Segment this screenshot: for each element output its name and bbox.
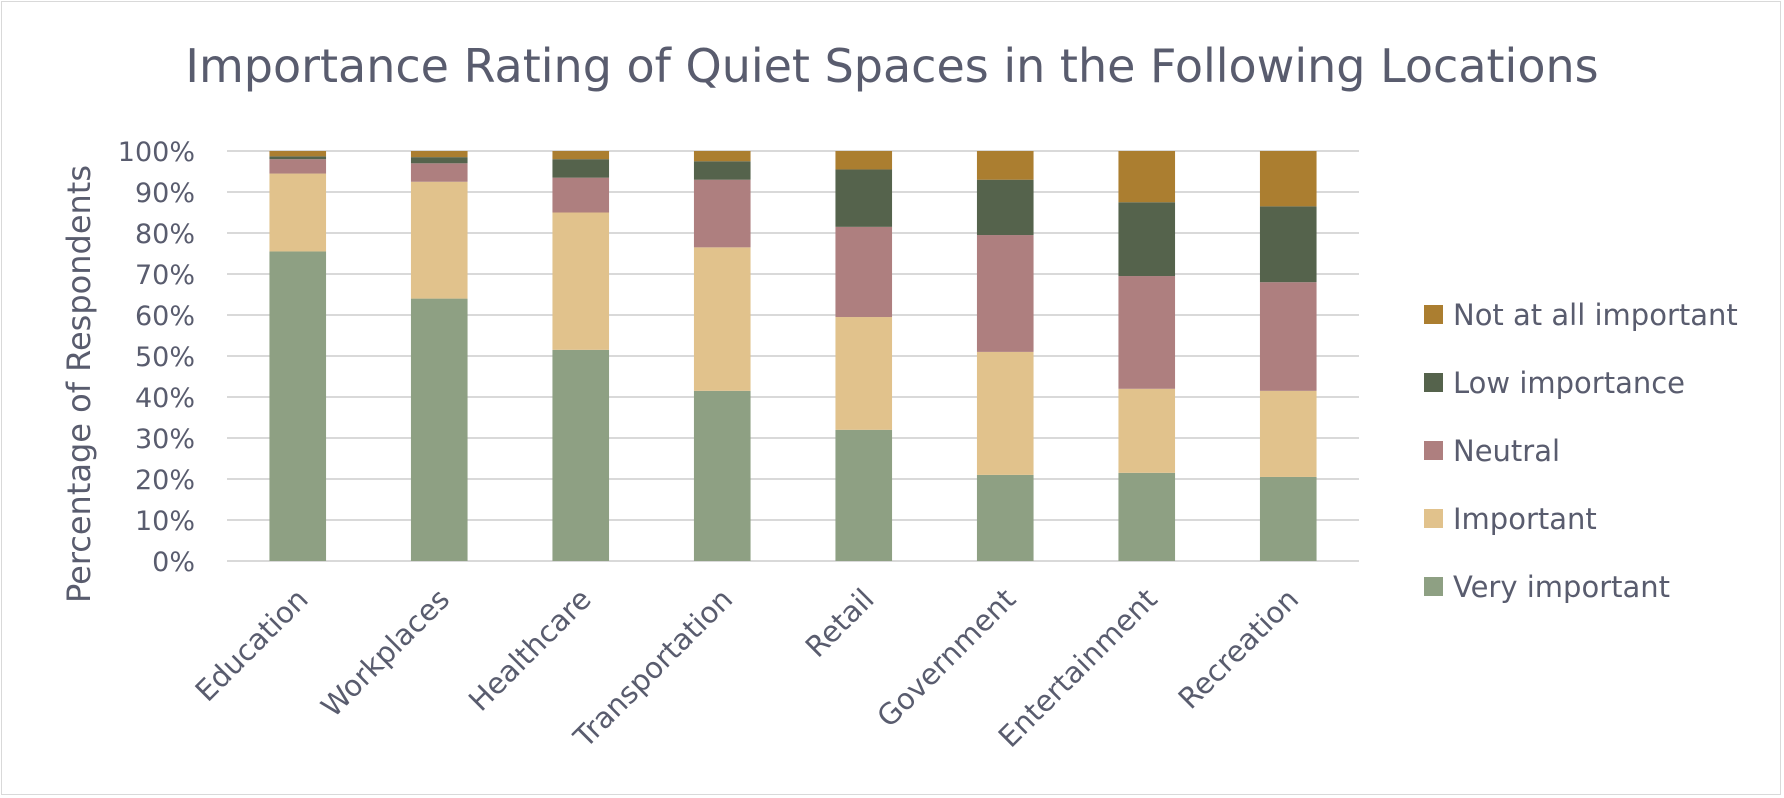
bar-segment	[693, 161, 751, 180]
bar-segment	[1259, 206, 1317, 283]
bar-segment	[552, 177, 610, 213]
bar-segment	[410, 163, 468, 182]
grid-layer	[227, 150, 1359, 562]
legend-label: Low importance	[1453, 366, 1685, 400]
bar-segment	[1118, 472, 1176, 561]
bar-segment	[976, 179, 1034, 236]
y-tick-label: 50%	[135, 342, 195, 373]
bar-segment	[410, 157, 468, 164]
legend-swatch	[1424, 305, 1443, 324]
bar-segment	[1118, 276, 1176, 389]
y-tick-label: 40%	[135, 383, 195, 414]
legend-swatch	[1424, 509, 1443, 528]
bar-segment	[1118, 151, 1176, 203]
x-category-label: Recreation	[1171, 582, 1305, 716]
bar-segment	[1259, 282, 1317, 391]
bar-segment	[693, 151, 751, 162]
bar-segment	[693, 179, 751, 248]
bar-segment	[1118, 202, 1176, 277]
x-category-label: Government	[870, 582, 1022, 734]
bar-segment	[835, 151, 893, 170]
bar-segment	[976, 474, 1034, 561]
y-tick-label: 0%	[152, 547, 195, 578]
legend-label: Neutral	[1453, 434, 1560, 468]
x-category-label: Retail	[799, 582, 881, 664]
y-tick-label: 100%	[118, 137, 195, 168]
bar-segment	[835, 169, 893, 227]
bar-segment	[1259, 390, 1317, 477]
legend-label: Important	[1453, 502, 1597, 536]
bar-segment	[976, 351, 1034, 475]
legend-label: Not at all important	[1453, 298, 1738, 332]
legend-label: Very important	[1453, 570, 1670, 604]
bar-segment	[269, 159, 327, 174]
y-tick-label: 60%	[135, 301, 195, 332]
legend: Not at all important Low importance Neutra…	[1424, 298, 1738, 604]
y-tick-layer: 0% 10% 20% 30% 40% 50% 60% 70% 80% 90% 100%	[118, 137, 195, 578]
bar-segment	[835, 429, 893, 561]
bar-segment	[1259, 151, 1317, 207]
bar-segment	[552, 159, 610, 178]
y-tick-label: 70%	[135, 260, 195, 291]
bar-segment	[1259, 476, 1317, 561]
x-category-label: Education	[189, 582, 315, 708]
bar-segment	[269, 156, 327, 160]
bar-segment	[269, 173, 327, 252]
legend-swatch	[1424, 577, 1443, 596]
y-axis-title: Percentage of Respondents	[60, 165, 98, 603]
bar-segment	[410, 151, 468, 158]
x-category-label: Workplaces	[314, 582, 456, 724]
bar-segment	[1118, 388, 1176, 473]
bar-segment	[552, 151, 610, 160]
bar-segment	[976, 235, 1034, 352]
bar-segment	[976, 151, 1034, 180]
chart-title: Importance Rating of Quiet Spaces in the…	[185, 39, 1598, 93]
legend-swatch	[1424, 373, 1443, 392]
bar-segment	[410, 181, 468, 299]
y-tick-label: 90%	[135, 178, 195, 209]
bar-segment	[835, 226, 893, 318]
bar-segment	[552, 349, 610, 561]
bar-segment	[269, 151, 327, 157]
bar-segment	[269, 251, 327, 561]
y-tick-label: 80%	[135, 219, 195, 250]
y-tick-label: 30%	[135, 424, 195, 455]
y-tick-label: 20%	[135, 465, 195, 496]
y-tick-label: 10%	[135, 506, 195, 537]
bar-segment	[552, 212, 610, 350]
bar-segment	[693, 390, 751, 561]
bar-segment	[410, 298, 468, 561]
legend-swatch	[1424, 441, 1443, 460]
bar-layer	[269, 151, 1317, 561]
bar-segment	[835, 317, 893, 430]
bar-segment	[693, 247, 751, 391]
x-category-label: Healthcare	[462, 582, 598, 718]
x-label-layer: Education Workplaces HealthcareTransportat…	[189, 582, 1306, 755]
